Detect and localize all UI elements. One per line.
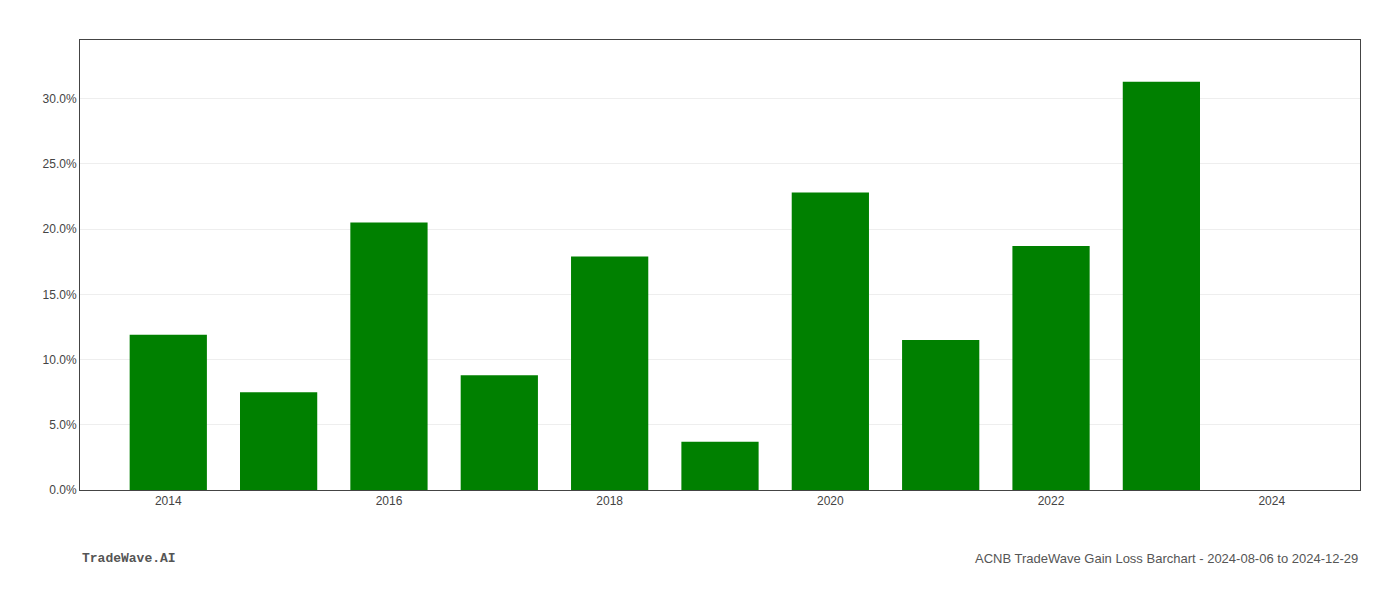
svg-text:0.0%: 0.0%	[49, 483, 77, 497]
svg-text:2018: 2018	[596, 494, 623, 508]
svg-text:10.0%: 10.0%	[43, 353, 77, 367]
svg-text:15.0%: 15.0%	[43, 288, 77, 302]
svg-text:2024: 2024	[1258, 494, 1285, 508]
svg-text:ACNB TradeWave Gain Loss Barch: ACNB TradeWave Gain Loss Barchart - 2024…	[975, 551, 1358, 566]
svg-text:2014: 2014	[155, 494, 182, 508]
svg-text:30.0%: 30.0%	[43, 92, 77, 106]
svg-text:5.0%: 5.0%	[49, 418, 77, 432]
svg-text:2022: 2022	[1038, 494, 1065, 508]
svg-text:2020: 2020	[817, 494, 844, 508]
svg-text:TradeWave.AI: TradeWave.AI	[82, 551, 176, 566]
svg-text:25.0%: 25.0%	[43, 157, 77, 171]
svg-text:20.0%: 20.0%	[43, 222, 77, 236]
svg-text:2016: 2016	[376, 494, 403, 508]
